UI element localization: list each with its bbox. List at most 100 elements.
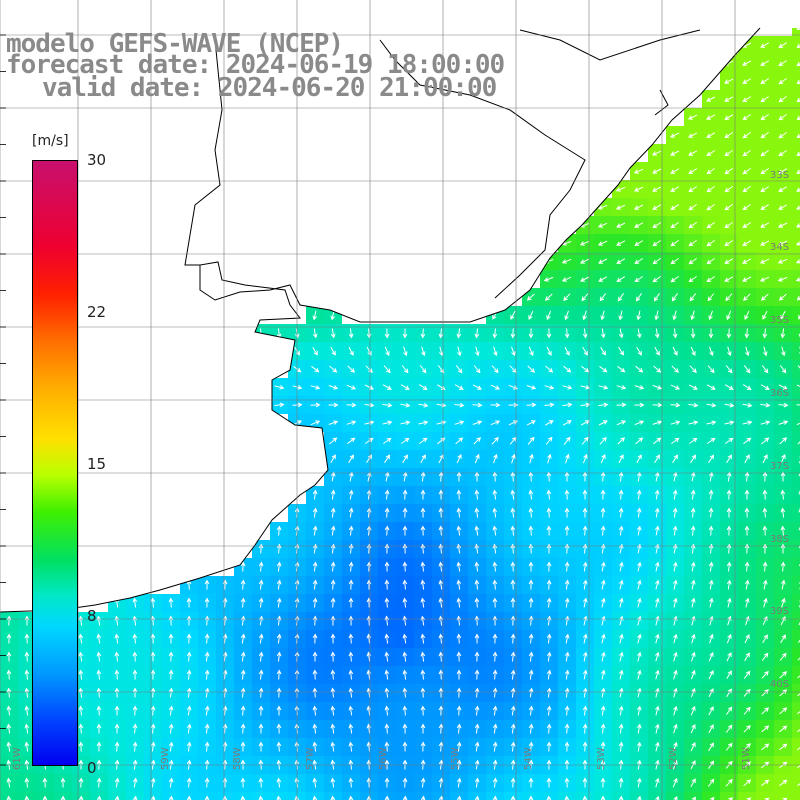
wind-arrow [543, 276, 554, 282]
wind-arrow [348, 651, 354, 662]
wind-arrow [546, 633, 552, 644]
wind-arrow [312, 507, 318, 518]
wind-arrow [114, 777, 120, 788]
wind-arrow [258, 669, 264, 680]
wind-arrow [348, 471, 354, 482]
wind-arrow [795, 277, 800, 282]
wind-arrow [618, 471, 624, 482]
wind-speed-cell [162, 792, 180, 800]
wind-arrow [186, 723, 192, 734]
wind-arrow [312, 561, 318, 572]
wind-arrow [382, 420, 393, 426]
wind-arrow [564, 687, 570, 698]
wind-arrow [637, 561, 642, 572]
wind-arrow [600, 453, 606, 464]
lon-label: 51W [741, 747, 752, 770]
wind-speed-cell [792, 180, 800, 198]
wind-arrow [168, 795, 174, 800]
wind-arrow [384, 561, 390, 572]
wind-arrow [402, 454, 408, 464]
wind-arrow [78, 777, 84, 788]
wind-arrow [744, 579, 750, 590]
wind-arrow [761, 707, 770, 715]
wind-speed-cell [270, 792, 288, 800]
wind-arrow [240, 777, 246, 788]
wind-arrow [616, 385, 627, 390]
wind-arrow [597, 240, 608, 246]
wind-arrow [760, 384, 770, 390]
wind-arrow [762, 471, 768, 482]
wind-arrow [328, 402, 339, 408]
wind-arrow [762, 525, 768, 536]
wind-arrow [672, 507, 678, 518]
wind-arrow [114, 687, 120, 698]
wind-arrow [780, 453, 786, 464]
wind-arrow [761, 689, 769, 697]
wind-arrow [690, 723, 696, 734]
wind-arrow [726, 670, 732, 680]
wind-arrow [742, 258, 752, 264]
wind-arrow [726, 525, 732, 536]
wind-arrow [579, 258, 590, 264]
wind-arrow [688, 239, 697, 247]
wind-arrow [384, 777, 390, 788]
wind-arrow [528, 777, 534, 788]
wind-arrow [796, 295, 800, 301]
wind-arrow [688, 420, 699, 425]
wind-arrow [724, 78, 734, 84]
wind-arrow [634, 276, 643, 283]
wind-arrow [132, 633, 138, 644]
wind-arrow [688, 384, 698, 390]
wind-arrow [617, 293, 625, 302]
wind-arrow [348, 741, 354, 752]
wind-arrow [635, 293, 642, 302]
wind-arrow [311, 365, 320, 373]
wind-arrow [6, 777, 12, 788]
wind-arrow [400, 402, 411, 408]
wind-arrow [743, 437, 752, 445]
wind-arrow [328, 420, 339, 425]
wind-arrow [456, 471, 462, 482]
wind-speed-cell [792, 324, 800, 342]
wind-arrow [546, 579, 552, 590]
wind-arrow [402, 633, 408, 644]
wind-arrow [565, 453, 570, 464]
wind-arrow [400, 384, 410, 390]
wind-arrow [726, 579, 732, 590]
wind-arrow [438, 795, 444, 800]
wind-arrow [276, 723, 282, 734]
wind-arrow [781, 346, 786, 357]
wind-arrow [492, 795, 498, 800]
wind-arrow [598, 402, 609, 408]
wind-speed-cell [774, 792, 792, 800]
wind-arrow [78, 633, 84, 644]
wind-arrow [403, 346, 408, 357]
wind-arrow [474, 669, 480, 680]
wind-arrow [796, 384, 800, 388]
colorbar-tick-8: 8 [87, 607, 97, 625]
wind-arrow [526, 293, 535, 301]
wind-arrow [510, 579, 516, 590]
wind-arrow [114, 705, 120, 716]
wind-arrow [690, 669, 696, 680]
wind-arrow [457, 346, 462, 357]
wind-arrow [186, 777, 192, 788]
wind-arrow [204, 705, 210, 716]
wind-arrow [598, 258, 608, 264]
wind-arrow [777, 276, 788, 282]
wind-arrow [240, 741, 246, 752]
wind-arrow [619, 561, 624, 572]
lon-label: 55W [450, 747, 461, 770]
wind-arrow [312, 687, 318, 698]
wind-arrow [438, 507, 444, 518]
wind-arrow [562, 420, 572, 426]
wind-arrow [490, 420, 501, 426]
wind-arrow [186, 705, 192, 716]
wind-arrow [600, 579, 606, 590]
wind-arrow [546, 705, 552, 716]
wind-arrow [724, 258, 734, 264]
wind-arrow [600, 669, 606, 680]
wind-arrow [597, 222, 608, 228]
wind-arrow [672, 561, 678, 572]
wind-arrow [384, 525, 390, 536]
